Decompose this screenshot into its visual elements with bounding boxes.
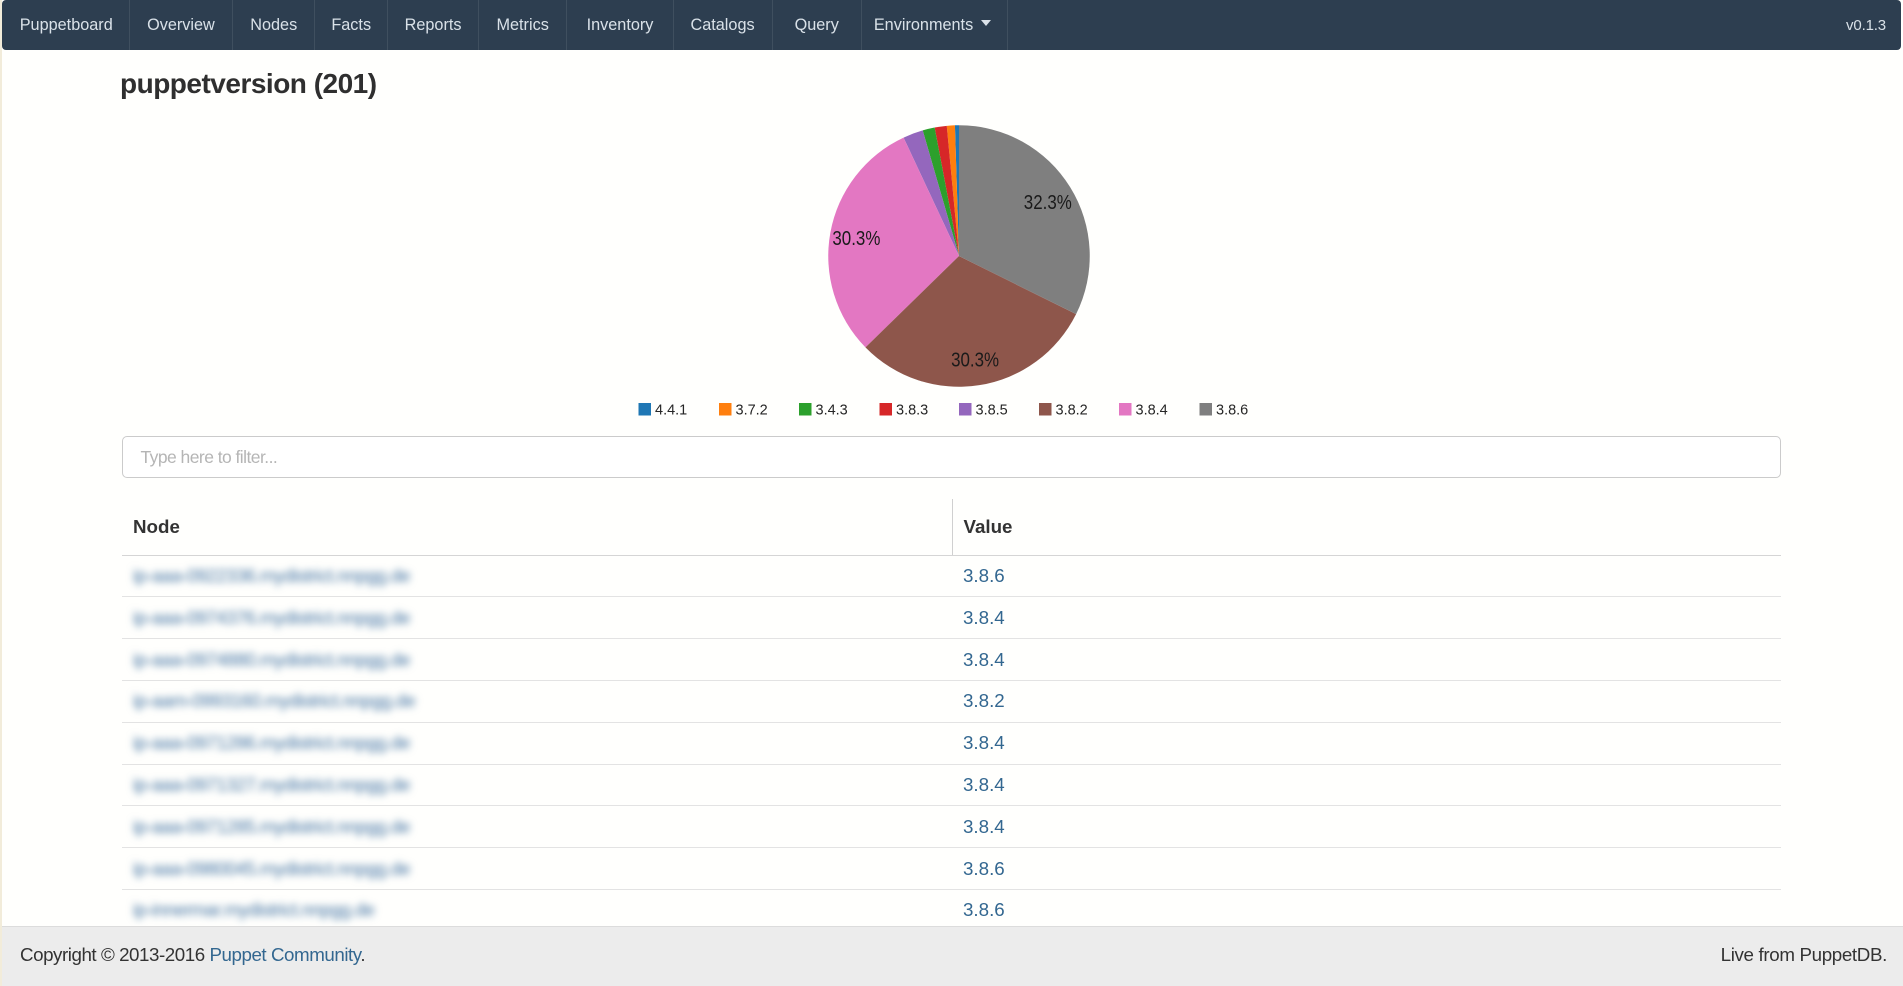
svg-text:3.8.3: 3.8.3 (896, 403, 928, 419)
svg-text:3.8.5: 3.8.5 (976, 403, 1008, 419)
svg-text:3.8.6: 3.8.6 (1216, 403, 1248, 419)
svg-text:4.4.1: 4.4.1 (655, 403, 687, 419)
svg-text:3.8.4: 3.8.4 (1136, 403, 1168, 419)
svg-text:30.3%: 30.3% (832, 228, 880, 250)
svg-text:3.4.3: 3.4.3 (816, 403, 848, 419)
svg-text:32.3%: 32.3% (1024, 192, 1072, 214)
svg-text:30.3%: 30.3% (951, 350, 999, 372)
svg-text:3.8.2: 3.8.2 (1056, 403, 1088, 419)
svg-text:3.7.2: 3.7.2 (736, 403, 768, 419)
